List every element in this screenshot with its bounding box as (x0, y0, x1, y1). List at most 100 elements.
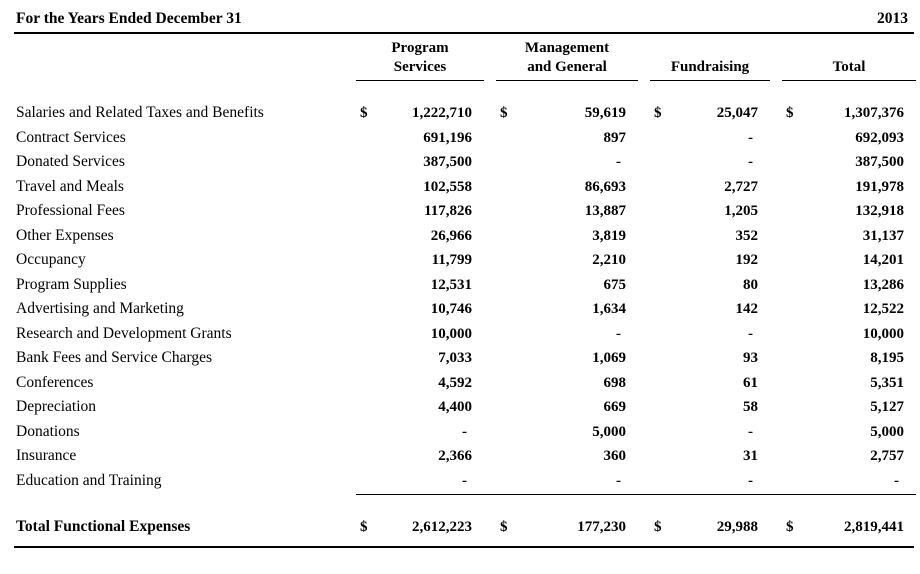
expense-label: Occupancy (16, 251, 86, 268)
expense-cell-total: - (782, 469, 916, 494)
expense-cell-fundraising: 1,205 (650, 199, 770, 224)
expense-value: 1,634 (592, 301, 626, 317)
expense-label: Bank Fees and Service Charges (16, 349, 212, 366)
expense-cell-fundraising: 192 (650, 248, 770, 273)
expense-value: - (616, 325, 621, 342)
expense-cell-management-general: 1,634 (496, 297, 638, 322)
expense-cell-total: 132,918 (782, 199, 916, 224)
expense-cell-fundraising: 93 (650, 346, 770, 371)
expense-value: 4,592 (438, 374, 472, 391)
expense-value: 12,531 (430, 276, 472, 293)
expense-value: - (748, 129, 753, 146)
expense-cell-program-services: 4,592 (356, 371, 484, 396)
expense-value: - (462, 472, 467, 489)
expense-value: 31,137 (862, 227, 904, 244)
expense-cell-program-services: 11,799 (356, 248, 484, 273)
expense-value: 7,033 (438, 350, 472, 366)
column-header-line2: Total (832, 59, 866, 75)
expense-value: 5,000 (592, 423, 626, 440)
expense-value: 692,093 (855, 129, 904, 146)
expense-value: 61 (743, 374, 758, 391)
expense-cell-fundraising: 58 (650, 395, 770, 420)
statement-title: For the Years Ended December 31 (16, 10, 242, 27)
expense-row: Research and Development Grants 10,000 -… (14, 322, 914, 347)
expense-value: 191,978 (855, 178, 904, 195)
expense-value: 31 (743, 448, 758, 464)
expense-row: Donations - 5,000 - 5,000 (14, 420, 914, 445)
expense-value: 80 (743, 276, 758, 293)
expense-label: Depreciation (16, 398, 97, 415)
expense-value: 25,047 (716, 105, 758, 121)
expense-value: 142 (735, 301, 759, 317)
expense-label: Donated Services (16, 153, 125, 170)
expense-value: - (748, 325, 753, 342)
expense-value: 10,000 (430, 325, 472, 342)
expense-cell-total: 10,000 (782, 322, 916, 347)
expense-value: 11,799 (431, 252, 472, 268)
expense-cell-total: 14,201 (782, 248, 916, 273)
expense-value: - (616, 472, 621, 489)
expense-cell-program-services: 10,746 (356, 297, 484, 322)
expense-cell-management-general: 2,210 (496, 248, 638, 273)
expense-cell-total: 5,000 (782, 420, 916, 445)
expense-value: - (748, 154, 753, 170)
expense-cell-management-general: 3,819 (496, 224, 638, 249)
total-cell-program-services: $ 2,612,223 (356, 515, 484, 540)
expense-cell-total: 12,522 (782, 297, 916, 322)
header-body-spacer (14, 81, 914, 101)
expense-cell-program-services: 117,826 (356, 199, 484, 224)
column-header-total: Total (782, 58, 916, 81)
column-header-row: Program Services Management and General … (14, 39, 916, 81)
expense-cell-fundraising: - (650, 469, 770, 494)
total-cell-fundraising: $ 29,988 (650, 515, 770, 540)
expense-value: 13,286 (862, 276, 904, 293)
expense-row: Occupancy 11,799 2,210 192 14,201 (14, 248, 914, 273)
expense-cell-program-services: - (356, 469, 484, 494)
functional-expenses-statement: For the Years Ended December 31 2013 Pro… (14, 10, 916, 548)
expense-row: Salaries and Related Taxes and Benefits … (14, 101, 914, 126)
expense-row: Travel and Meals 102,558 86,693 2,727 19… (14, 175, 914, 200)
expense-value: 14,201 (862, 252, 904, 268)
expense-value: 698 (603, 374, 627, 391)
expense-cell-total: 5,351 (782, 371, 916, 396)
expense-cell-program-services: - (356, 420, 484, 445)
expense-cell-management-general: $ 59,619 (496, 101, 638, 126)
expense-cell-management-general: - (496, 469, 638, 494)
column-header-fundraising: Fundraising (650, 58, 770, 81)
expense-value: 58 (743, 399, 758, 415)
subtotal-rule-row (14, 494, 916, 495)
dollar-sign: $ (500, 519, 508, 535)
expense-cell-total: 191,978 (782, 175, 916, 200)
expense-cell-total: 31,137 (782, 224, 916, 249)
column-header-line2: and General (527, 59, 607, 75)
expense-cell-fundraising: 2,727 (650, 175, 770, 200)
expense-value: 5,351 (870, 374, 904, 391)
expense-cell-management-general: 5,000 (496, 420, 638, 445)
expense-value: 352 (735, 227, 759, 244)
expense-row: Insurance 2,366 360 31 2,757 (14, 444, 914, 469)
expense-value: 2,757 (870, 448, 904, 464)
expense-cell-total: 5,127 (782, 395, 916, 420)
expense-cell-program-services: 10,000 (356, 322, 484, 347)
expense-value: 691,196 (423, 129, 472, 146)
expense-value: 10,000 (862, 325, 904, 342)
expense-cell-management-general: 1,069 (496, 346, 638, 371)
column-header-line1: Program (391, 40, 449, 56)
dollar-sign: $ (786, 105, 794, 121)
expense-row: Education and Training - - - - (14, 469, 914, 494)
expense-cell-total: 13,286 (782, 273, 916, 298)
expense-cell-total: 2,757 (782, 444, 916, 469)
expense-cell-fundraising: - (650, 420, 770, 445)
expense-value: 10,746 (430, 301, 472, 317)
expense-value: 13,887 (584, 203, 626, 219)
dollar-sign: $ (500, 105, 508, 121)
expense-label: Other Expenses (16, 226, 114, 244)
expense-value: - (748, 423, 753, 440)
expense-value: 26,966 (430, 227, 472, 244)
dollar-sign: $ (360, 105, 368, 121)
column-header-line2: Fundraising (670, 59, 750, 75)
expense-cell-fundraising: 80 (650, 273, 770, 298)
dollar-sign: $ (360, 519, 368, 535)
expense-label: Travel and Meals (16, 177, 124, 195)
expense-label: Salaries and Related Taxes and Benefits (16, 104, 264, 121)
